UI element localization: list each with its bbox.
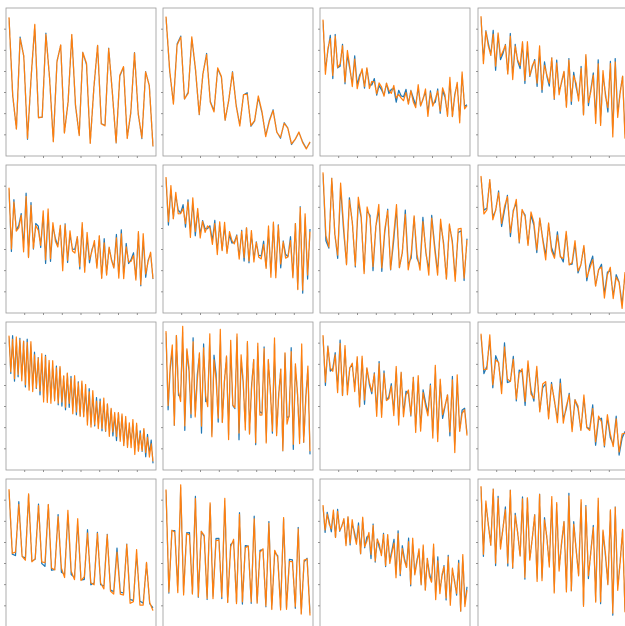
- chart-panel-12: [476, 321, 625, 472]
- series-line-orange: [165, 484, 311, 616]
- series-line-orange: [322, 172, 468, 282]
- series-line-orange: [165, 325, 311, 452]
- chart-panel-3: [318, 7, 471, 158]
- chart-panel-2: [161, 7, 314, 158]
- panel-frame: [477, 164, 625, 314]
- panel-frame: [477, 7, 625, 157]
- chart-panel-10: [161, 321, 314, 472]
- series-line-orange: [480, 333, 625, 453]
- chart-panel-8: [476, 164, 625, 315]
- series-line-orange: [322, 335, 468, 454]
- series-line-orange: [480, 175, 625, 309]
- series-line-orange: [322, 19, 468, 124]
- panel-frame: [162, 164, 314, 314]
- series-line-orange: [8, 187, 154, 286]
- chart-panel-6: [161, 164, 314, 315]
- series-line-orange: [8, 335, 154, 462]
- series-line-orange: [165, 16, 311, 150]
- chart-panel-7: [318, 164, 471, 315]
- panel-frame: [319, 164, 471, 314]
- chart-panel-11: [318, 321, 471, 472]
- chart-panel-4: [476, 7, 625, 158]
- panel-frame: [319, 7, 471, 157]
- chart-panel-13: [4, 478, 157, 626]
- chart-panel-9: [4, 321, 157, 472]
- series-line-orange: [322, 505, 468, 612]
- series-line-orange: [8, 489, 154, 611]
- chart-panel-15: [318, 478, 471, 626]
- chart-panel-16: [476, 478, 625, 626]
- chart-panel-1: [4, 7, 157, 158]
- series-line-orange: [480, 16, 625, 139]
- chart-panel-5: [4, 164, 157, 315]
- series-line-orange: [165, 176, 311, 291]
- panel-frame: [162, 7, 314, 157]
- series-line-orange: [480, 486, 625, 614]
- series-line-blue: [480, 176, 625, 305]
- series-line-orange: [8, 17, 154, 147]
- chart-panel-14: [161, 478, 314, 626]
- panel-frame: [477, 321, 625, 471]
